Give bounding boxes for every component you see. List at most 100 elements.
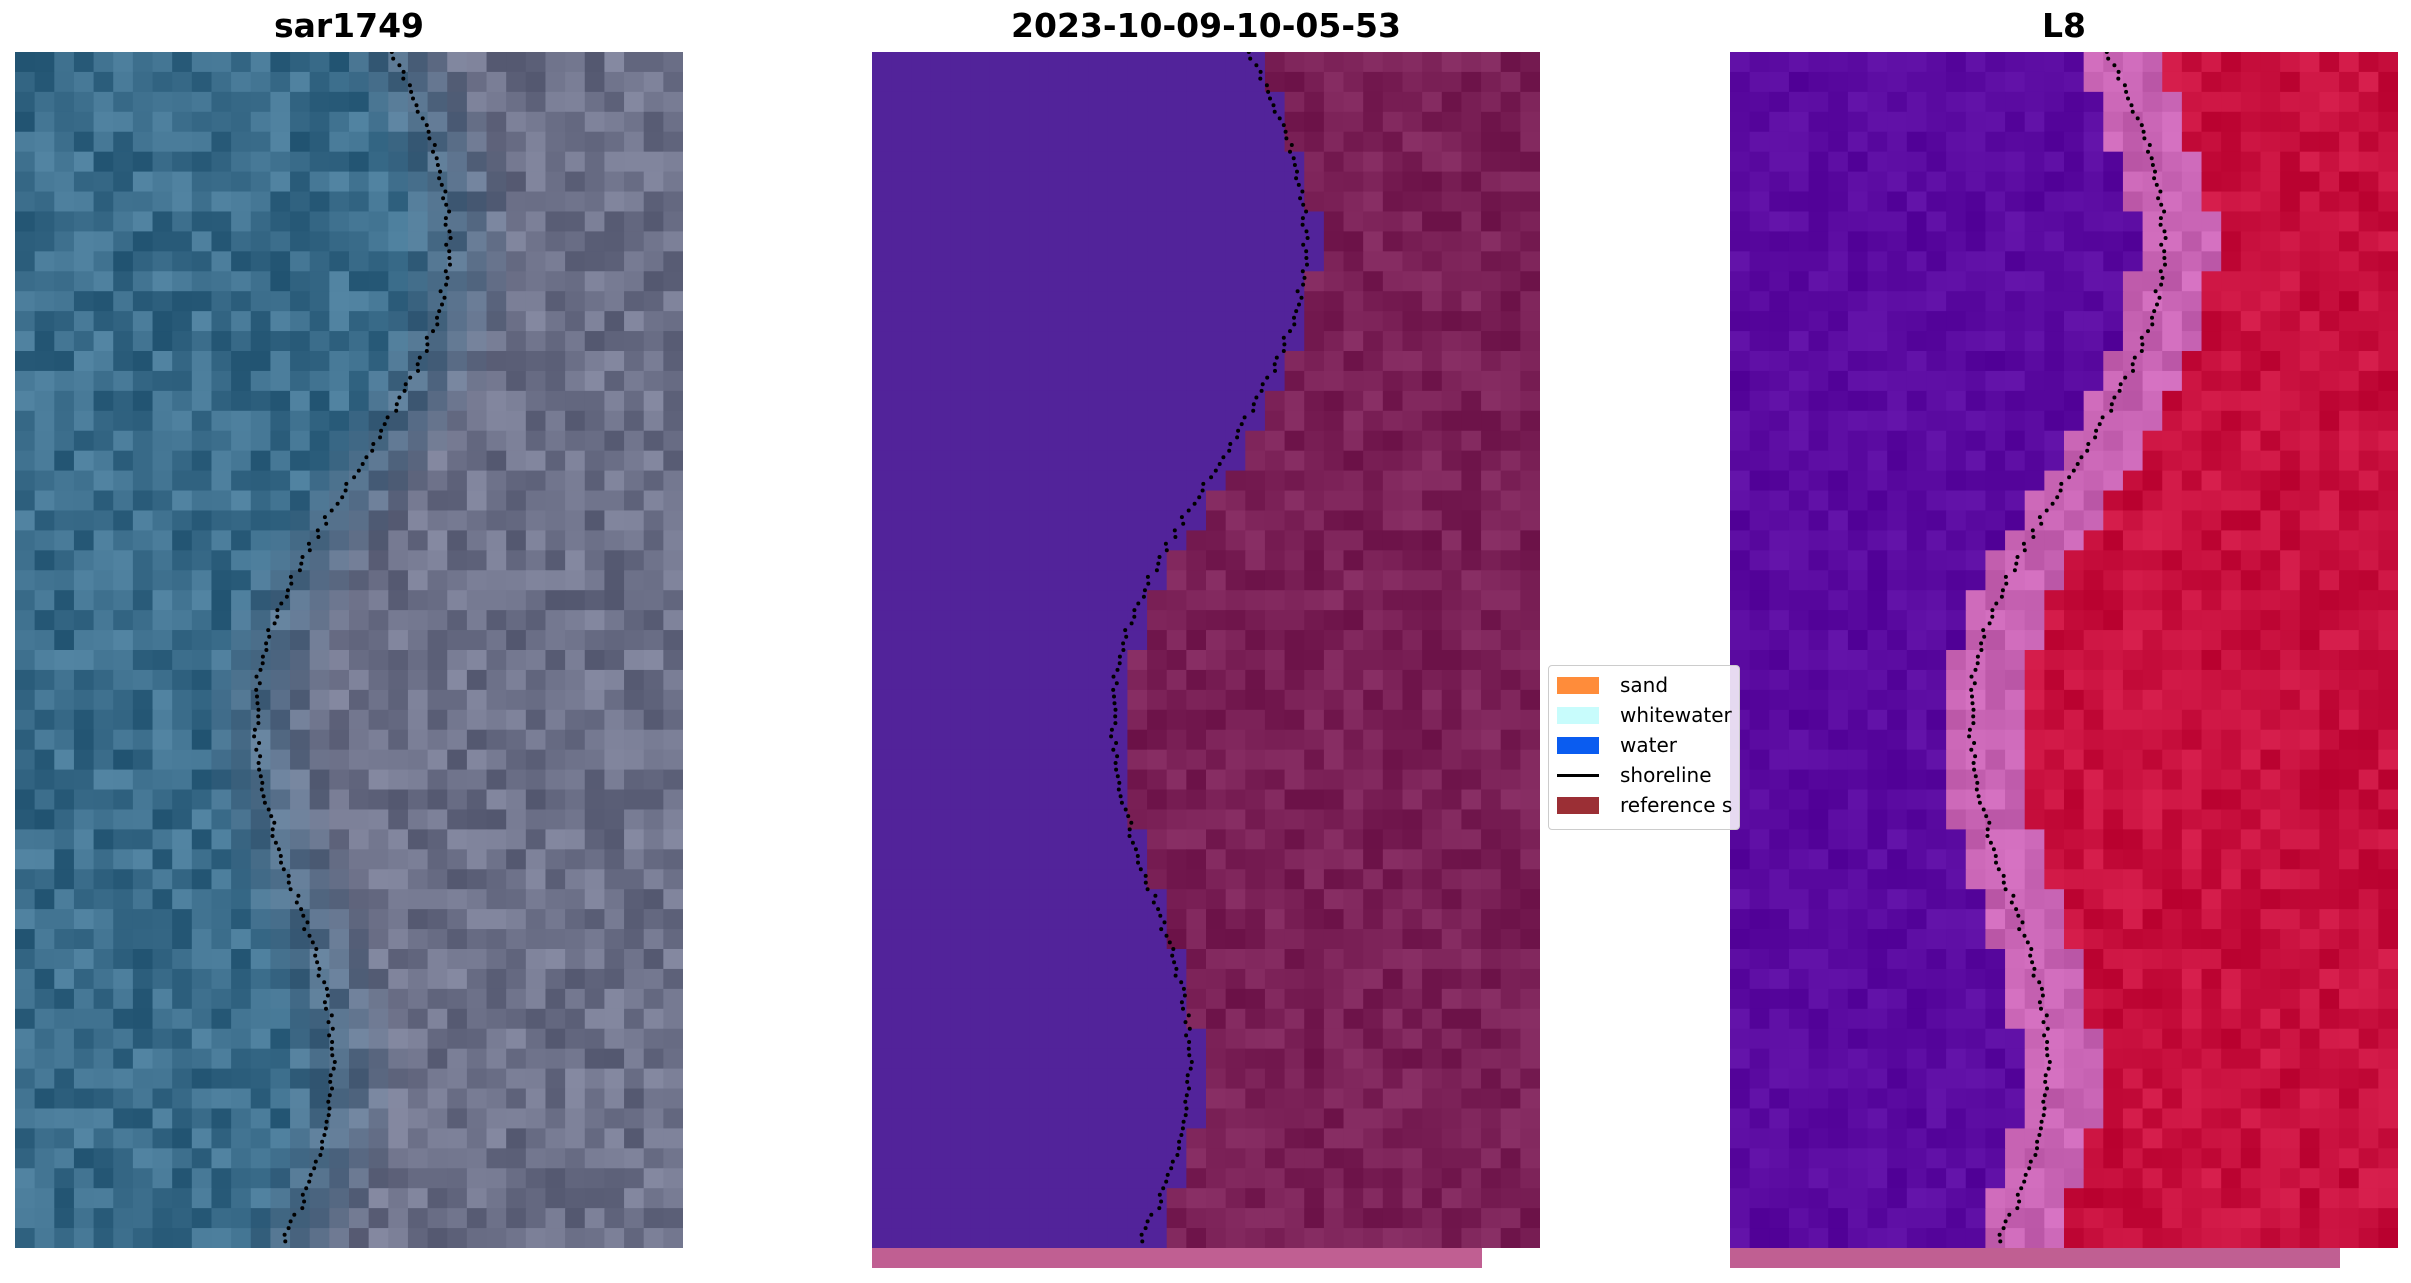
image-pixel [93,191,114,213]
image-pixel [1186,829,1207,850]
image-pixel [1500,151,1521,173]
image-pixel [1206,1028,1227,1050]
image-pixel [93,590,114,611]
image-pixel [349,470,370,492]
image-pixel [1304,769,1325,791]
image-pixel [427,191,448,213]
image-pixel [309,650,330,671]
image-pixel [152,909,173,930]
image-pixel [1481,829,1502,850]
image-pixel [1186,151,1207,173]
image-pixel [1520,470,1540,492]
shoreline-dot [1300,216,1305,221]
image-pixel [1382,669,1404,691]
image-pixel [2181,211,2203,232]
image-pixel [1461,291,1482,312]
image-pixel [1245,171,1266,193]
image-pixel [2142,231,2163,252]
image-pixel [290,689,311,711]
image-pixel [15,1068,36,1090]
image-pixel [1500,351,1521,372]
image-pixel [1500,1168,1521,1189]
image-pixel [1788,351,1810,372]
shoreline-dot [1186,1013,1191,1018]
image-pixel [1343,1028,1364,1050]
image-pixel [950,709,971,731]
image-pixel [1520,809,1540,830]
image-pixel [1048,769,1070,791]
image-pixel [172,1088,193,1110]
image-pixel [1343,370,1364,392]
image-pixel [989,351,1011,372]
image-pixel [427,1048,448,1070]
image-pixel [506,988,527,1010]
shoreline-dot [302,927,307,932]
image-pixel [466,769,488,791]
image-pixel [891,1148,912,1169]
image-pixel [54,131,75,153]
image-pixel [1166,71,1187,93]
image-pixel [2024,71,2045,93]
image-pixel [1461,370,1482,392]
image-pixel [309,410,330,432]
image-pixel [1965,351,1987,372]
image-pixel [1186,111,1207,133]
image-pixel [1284,490,1305,512]
shoreline-dot [1139,1232,1144,1237]
image-pixel [54,689,75,711]
image-pixel [73,1168,95,1189]
image-pixel [1500,52,1521,73]
image-pixel [1088,909,1109,930]
image-pixel [604,291,625,312]
image-pixel [1029,809,1050,830]
image-pixel [1225,889,1246,910]
image-pixel [584,1048,606,1070]
image-pixel [643,1208,664,1229]
image-pixel [1009,291,1030,312]
image-pixel [1461,949,1482,970]
image-pixel [466,1048,488,1070]
image-pixel [950,251,971,272]
image-pixel [1946,131,1967,153]
image-pixel [1402,351,1423,372]
image-pixel [584,271,606,292]
image-pixel [1264,1228,1286,1248]
image-pixel [584,470,606,492]
image-pixel [624,988,645,1010]
image-pixel [1382,610,1404,631]
image-pixel [211,650,232,671]
image-pixel [2083,151,2104,173]
image-pixel [15,370,36,392]
image-pixel [1422,71,1443,93]
image-pixel [1382,949,1404,970]
image-pixel [1166,590,1187,611]
image-pixel [604,590,625,611]
image-pixel [191,1188,213,1209]
image-pixel [447,370,468,392]
image-pixel [132,590,154,611]
image-pixel [1166,91,1187,113]
image-pixel [132,1028,154,1050]
image-pixel [891,470,912,492]
image-pixel [1068,1128,1089,1149]
image-pixel [73,351,95,372]
image-pixel [427,929,448,950]
image-pixel [2083,211,2104,232]
shoreline-dot [335,501,340,506]
shoreline-dot [286,1226,291,1231]
image-pixel [54,1148,75,1169]
image-pixel [231,331,252,352]
image-pixel [191,849,213,870]
image-pixel [1808,231,1829,252]
image-pixel [1402,869,1423,890]
image-pixel [1068,91,1089,113]
image-pixel [466,490,488,512]
image-pixel [1206,1048,1227,1070]
image-pixel [2260,271,2281,292]
image-pixel [1009,271,1030,292]
image-pixel [1441,251,1463,272]
image-pixel [329,869,350,890]
image-pixel [1264,590,1286,611]
image-pixel [604,470,625,492]
image-pixel [1245,650,1266,671]
